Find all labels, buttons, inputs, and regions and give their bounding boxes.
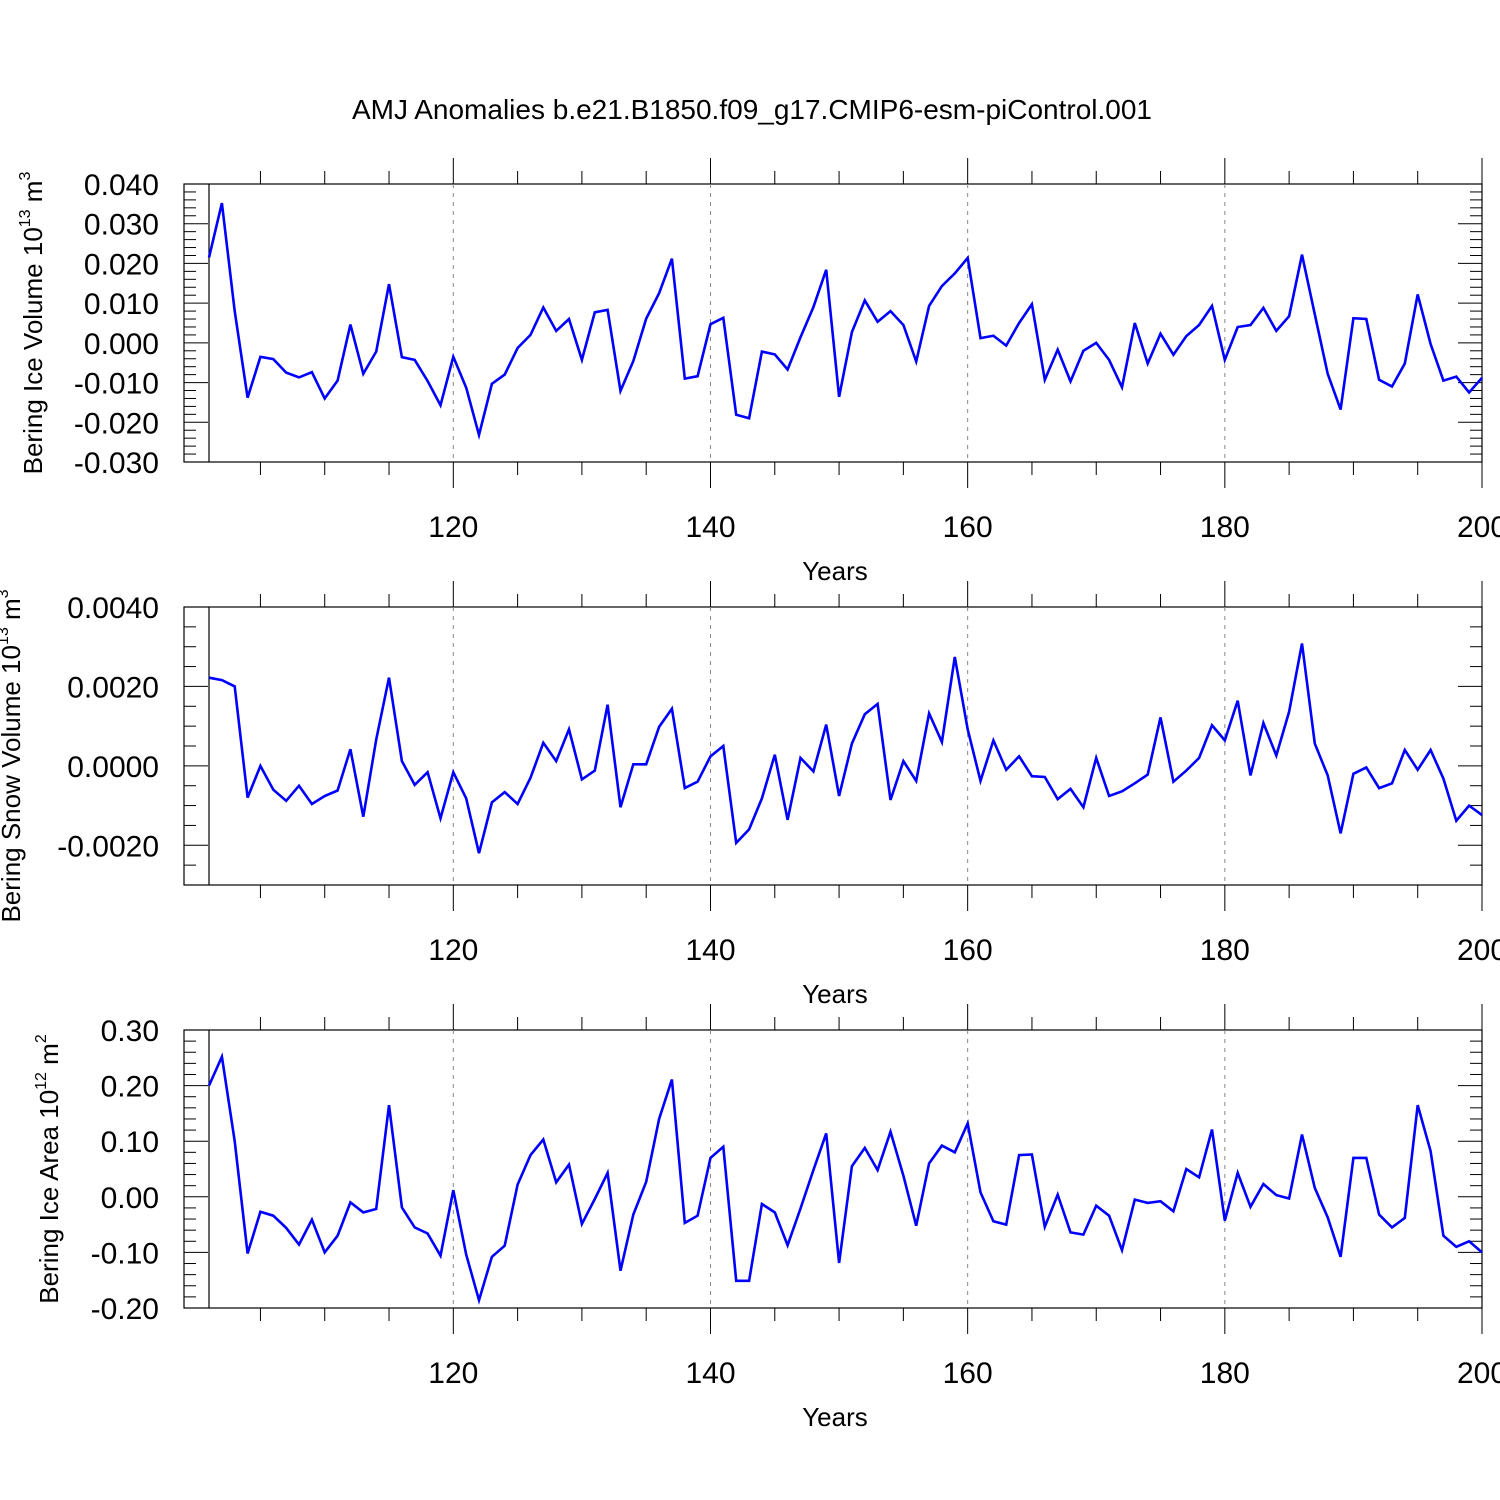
x-axis-label: Years xyxy=(802,1402,868,1432)
y-axis-unit: m xyxy=(18,181,48,210)
x-tick-label: 160 xyxy=(943,1357,993,1390)
x-tick-label: 160 xyxy=(943,511,993,544)
y-axis-unit: m xyxy=(34,1043,64,1072)
x-tick-label: 120 xyxy=(428,1357,478,1390)
y-axis-unit: m xyxy=(0,598,26,627)
x-axis-label: Years xyxy=(802,556,868,586)
y-axis-unit-exponent: 2 xyxy=(33,1034,50,1043)
x-tick-label: 180 xyxy=(1200,934,1250,967)
panel-2: 120 140 160 180 200 -0.0020 0.0000 0.0020 0.0040… xyxy=(0,581,1500,1009)
y-tick-label: 0.0000 xyxy=(67,751,159,784)
y-tick-label: -0.0020 xyxy=(57,830,159,863)
plot-frame xyxy=(183,606,1483,886)
x-tick-label: 140 xyxy=(685,934,735,967)
y-axis-unit-exponent: 13 xyxy=(17,209,34,227)
series-line-1 xyxy=(208,643,1483,854)
y-axis-unit-exponent: 3 xyxy=(17,172,34,181)
x-tick-label: 140 xyxy=(685,511,735,544)
y-tick-label: 0.0020 xyxy=(67,671,159,704)
x-tick-label: 200 xyxy=(1457,934,1500,967)
panel-1: 120 140 160 180 200 -0.030 -0.020 -0.010 0.000 0.… xyxy=(17,158,1500,586)
x-tick-label: 120 xyxy=(428,934,478,967)
x-tick-label: 120 xyxy=(428,511,478,544)
y-axis-label: Bering Ice Area 1012 m2 xyxy=(33,1034,64,1304)
y-tick-label: -0.20 xyxy=(91,1293,159,1326)
plot-frame xyxy=(183,1029,1483,1309)
x-tick-label: 200 xyxy=(1457,511,1500,544)
y-axis-label-text: Bering Ice Area 10 xyxy=(34,1090,64,1304)
panel-3: 120 140 160 180 200 -0.20 -0.10 0.00 0.10 0.20 0.3… xyxy=(33,1004,1500,1432)
chart-title: AMJ Anomalies b.e21.B1850.f09_g17.CMIP6-… xyxy=(352,94,1152,125)
y-axis-unit-exponent: 13 xyxy=(0,627,12,645)
y-axis-label: Bering Ice Volume 1013 m3 xyxy=(17,172,48,475)
x-tick-label: 180 xyxy=(1200,511,1250,544)
y-axis-label-text: Bering Snow Volume 10 xyxy=(0,645,26,923)
series-line-1 xyxy=(207,1052,1483,1305)
x-axis-label: Years xyxy=(802,979,868,1009)
y-tick-label: 0.00 xyxy=(101,1182,159,1215)
y-tick-label: -0.020 xyxy=(74,407,159,440)
y-tick-label: 0.0040 xyxy=(67,592,159,625)
panels: 120 140 160 180 200 -0.030 -0.020 -0.010 0.000 0.… xyxy=(0,158,1500,1432)
y-tick-label: 0.020 xyxy=(84,248,159,281)
y-tick-label: 0.000 xyxy=(84,328,159,361)
x-tick-label: 160 xyxy=(943,934,993,967)
y-tick-label: 0.030 xyxy=(84,209,159,242)
y-axis-label-text: Bering Ice Volume 10 xyxy=(18,227,48,474)
y-tick-label: 0.20 xyxy=(101,1071,159,1104)
plot-frame xyxy=(183,183,1483,463)
y-tick-label: 0.040 xyxy=(84,169,159,202)
x-tick-label: 140 xyxy=(685,1357,735,1390)
x-tick-label: 200 xyxy=(1457,1357,1500,1390)
y-tick-label: -0.10 xyxy=(91,1237,159,1270)
x-tick-label: 180 xyxy=(1200,1357,1250,1390)
y-tick-label: 0.30 xyxy=(101,1015,159,1048)
y-axis-label: Bering Snow Volume 1013 m3 xyxy=(0,589,26,922)
y-axis-unit-exponent: 3 xyxy=(0,589,12,598)
y-tick-label: -0.010 xyxy=(74,368,159,401)
series-line-1 xyxy=(207,202,1483,441)
y-axis-unit-exponent: 12 xyxy=(33,1072,50,1090)
y-tick-label: -0.030 xyxy=(74,447,159,480)
y-tick-label: 0.010 xyxy=(84,288,159,321)
y-tick-label: 0.10 xyxy=(101,1126,159,1159)
